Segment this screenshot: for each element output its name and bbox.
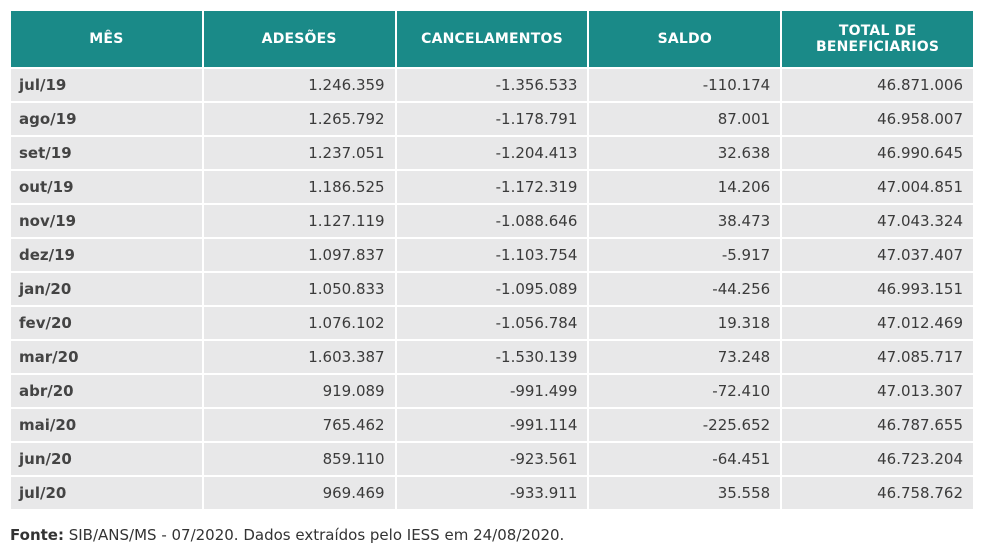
source-label: Fonte: xyxy=(10,526,64,544)
cell-adesoes: 1.097.837 xyxy=(203,239,395,271)
beneficiaries-table: MÊS ADESÕES CANCELAMENTOS SALDO TOTAL DE… xyxy=(9,9,975,511)
cell-saldo: -72.410 xyxy=(589,375,781,407)
table-row: fev/20 1.076.102 -1.056.784 19.318 47.012.46… xyxy=(11,307,973,339)
table-row: jun/20 859.110 -923.561 -64.451 46.723.204 xyxy=(11,443,973,475)
source-text: SIB/ANS/MS - 07/2020. Dados extraídos pe… xyxy=(63,526,565,544)
cell-adesoes: 1.265.792 xyxy=(203,103,395,135)
cell-cancelamentos: -991.499 xyxy=(396,375,588,407)
cell-adesoes: 1.127.119 xyxy=(203,205,395,237)
cell-total-beneficiarios: 47.085.717 xyxy=(782,341,973,373)
cell-cancelamentos: -1.095.089 xyxy=(396,273,588,305)
cell-adesoes: 765.462 xyxy=(203,409,395,441)
table-row: nov/19 1.127.119 -1.088.646 38.473 47.043.32… xyxy=(11,205,973,237)
cell-mes: ago/19 xyxy=(11,103,202,135)
table-header-row: MÊS ADESÕES CANCELAMENTOS SALDO TOTAL DE… xyxy=(11,11,973,67)
cell-saldo: 19.318 xyxy=(589,307,781,339)
table-row: abr/20 919.089 -991.499 -72.410 47.013.307 xyxy=(11,375,973,407)
cell-saldo: -64.451 xyxy=(589,443,781,475)
cell-adesoes: 1.237.051 xyxy=(203,137,395,169)
cell-cancelamentos: -1.530.139 xyxy=(396,341,588,373)
cell-saldo: -44.256 xyxy=(589,273,781,305)
cell-saldo: 32.638 xyxy=(589,137,781,169)
cell-cancelamentos: -933.911 xyxy=(396,477,588,509)
source-note: Fonte: SIB/ANS/MS - 07/2020. Dados extra… xyxy=(10,526,564,544)
table-row: set/19 1.237.051 -1.204.413 32.638 46.990.64… xyxy=(11,137,973,169)
cell-saldo: -110.174 xyxy=(589,69,781,101)
table-row: out/19 1.186.525 -1.172.319 14.206 47.004.85… xyxy=(11,171,973,203)
cell-mes: jul/20 xyxy=(11,477,202,509)
cell-adesoes: 1.186.525 xyxy=(203,171,395,203)
cell-mes: jan/20 xyxy=(11,273,202,305)
cell-total-beneficiarios: 46.990.645 xyxy=(782,137,973,169)
cell-adesoes: 1.050.833 xyxy=(203,273,395,305)
cell-cancelamentos: -1.356.533 xyxy=(396,69,588,101)
cell-cancelamentos: -1.172.319 xyxy=(396,171,588,203)
cell-adesoes: 1.603.387 xyxy=(203,341,395,373)
table-row: dez/19 1.097.837 -1.103.754 -5.917 47.037.40… xyxy=(11,239,973,271)
cell-mes: abr/20 xyxy=(11,375,202,407)
cell-adesoes: 1.076.102 xyxy=(203,307,395,339)
cell-total-beneficiarios: 46.993.151 xyxy=(782,273,973,305)
cell-saldo: -5.917 xyxy=(589,239,781,271)
cell-adesoes: 859.110 xyxy=(203,443,395,475)
cell-saldo: 38.473 xyxy=(589,205,781,237)
cell-total-beneficiarios: 46.958.007 xyxy=(782,103,973,135)
cell-total-beneficiarios: 46.787.655 xyxy=(782,409,973,441)
cell-mes: dez/19 xyxy=(11,239,202,271)
cell-cancelamentos: -1.178.791 xyxy=(396,103,588,135)
table-body: jul/19 1.246.359 -1.356.533 -110.174 46.871.… xyxy=(11,69,973,509)
table-row: ago/19 1.265.792 -1.178.791 87.001 46.958.00… xyxy=(11,103,973,135)
cell-mes: nov/19 xyxy=(11,205,202,237)
cell-mes: mar/20 xyxy=(11,341,202,373)
cell-total-beneficiarios: 47.043.324 xyxy=(782,205,973,237)
cell-saldo: 35.558 xyxy=(589,477,781,509)
cell-saldo: 73.248 xyxy=(589,341,781,373)
cell-mes: jun/20 xyxy=(11,443,202,475)
table-row: mai/20 765.462 -991.114 -225.652 46.787.655 xyxy=(11,409,973,441)
cell-cancelamentos: -991.114 xyxy=(396,409,588,441)
cell-mes: mai/20 xyxy=(11,409,202,441)
cell-cancelamentos: -1.204.413 xyxy=(396,137,588,169)
cell-saldo: 87.001 xyxy=(589,103,781,135)
cell-cancelamentos: -1.088.646 xyxy=(396,205,588,237)
cell-cancelamentos: -1.103.754 xyxy=(396,239,588,271)
cell-adesoes: 1.246.359 xyxy=(203,69,395,101)
cell-cancelamentos: -923.561 xyxy=(396,443,588,475)
table-row: jul/19 1.246.359 -1.356.533 -110.174 46.871.… xyxy=(11,69,973,101)
table-row: jul/20 969.469 -933.911 35.558 46.758.762 xyxy=(11,477,973,509)
cell-total-beneficiarios: 47.012.469 xyxy=(782,307,973,339)
column-header-mes: MÊS xyxy=(11,11,202,67)
cell-total-beneficiarios: 46.758.762 xyxy=(782,477,973,509)
cell-mes: out/19 xyxy=(11,171,202,203)
cell-mes: set/19 xyxy=(11,137,202,169)
cell-adesoes: 969.469 xyxy=(203,477,395,509)
cell-total-beneficiarios: 46.723.204 xyxy=(782,443,973,475)
cell-total-beneficiarios: 47.013.307 xyxy=(782,375,973,407)
table-row: jan/20 1.050.833 -1.095.089 -44.256 46.993.1… xyxy=(11,273,973,305)
cell-saldo: 14.206 xyxy=(589,171,781,203)
cell-cancelamentos: -1.056.784 xyxy=(396,307,588,339)
cell-saldo: -225.652 xyxy=(589,409,781,441)
cell-mes: fev/20 xyxy=(11,307,202,339)
table-row: mar/20 1.603.387 -1.530.139 73.248 47.085.71… xyxy=(11,341,973,373)
cell-total-beneficiarios: 47.037.407 xyxy=(782,239,973,271)
column-header-cancelamentos: CANCELAMENTOS xyxy=(396,11,588,67)
cell-mes: jul/19 xyxy=(11,69,202,101)
column-header-saldo: SALDO xyxy=(589,11,781,67)
column-header-adesoes: ADESÕES xyxy=(203,11,395,67)
column-header-total-beneficiarios: TOTAL DE BENEFICIARIOS xyxy=(782,11,973,67)
cell-adesoes: 919.089 xyxy=(203,375,395,407)
cell-total-beneficiarios: 46.871.006 xyxy=(782,69,973,101)
cell-total-beneficiarios: 47.004.851 xyxy=(782,171,973,203)
